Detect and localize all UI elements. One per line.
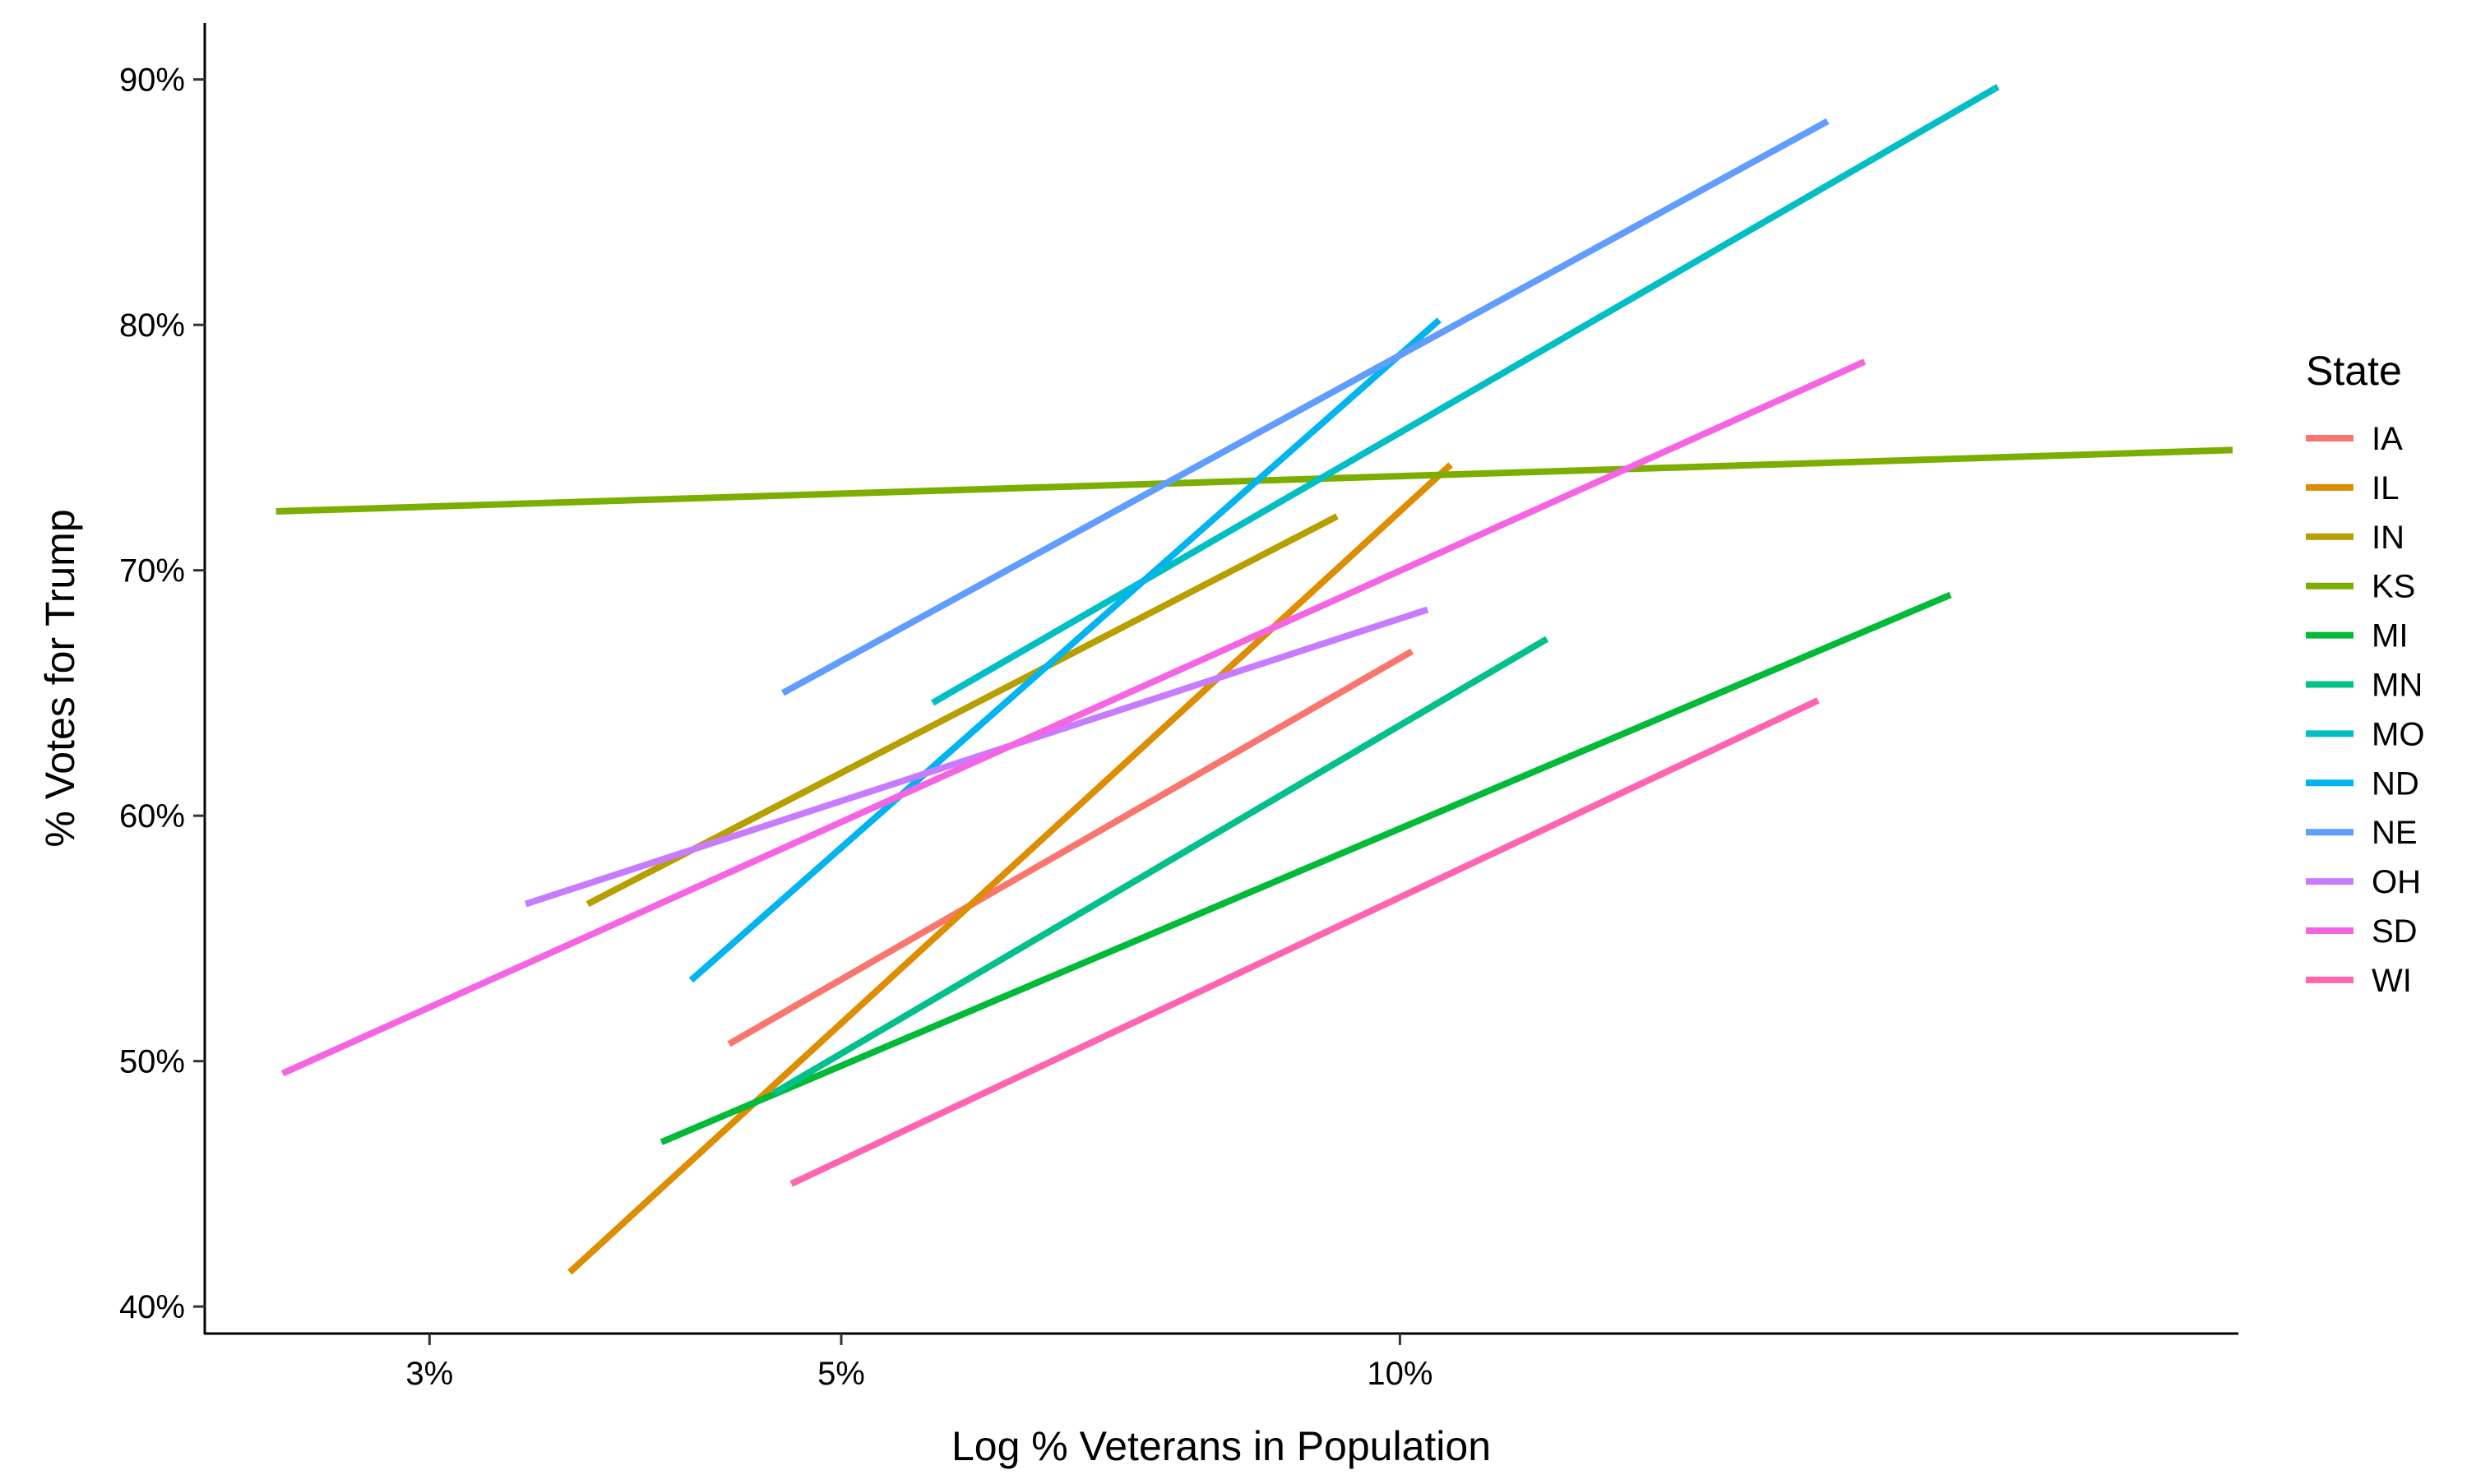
legend-label-oh: OH	[2372, 864, 2421, 900]
legend-label-in: IN	[2372, 520, 2405, 556]
series-line-mo	[931, 84, 2000, 706]
legend-label-ks: KS	[2372, 569, 2415, 605]
series-line-ia	[727, 648, 1414, 1047]
y-tick-label: 80%	[119, 307, 185, 344]
x-tick-label: 3%	[405, 1356, 453, 1392]
legend-label-il: IL	[2372, 470, 2399, 506]
legend-label-ne: NE	[2372, 815, 2418, 851]
series-line-il	[567, 462, 1453, 1275]
series-line-wi	[789, 697, 1820, 1187]
y-axis-ticks: 40% 50% 60% 70% 80% 90%	[119, 62, 205, 1325]
series-line-sd	[280, 358, 1867, 1077]
series-line-mn	[772, 636, 1549, 1096]
y-tick-label: 90%	[119, 62, 185, 99]
x-axis-title: Log % Veterans in Population	[951, 1423, 1491, 1469]
y-tick-label: 70%	[119, 553, 185, 589]
x-tick-label: 5%	[817, 1356, 865, 1392]
legend-title: State	[2306, 348, 2402, 394]
legend-label-mi: MI	[2372, 618, 2408, 654]
series-line-ne	[780, 118, 1830, 696]
y-tick-label: 50%	[119, 1044, 185, 1080]
x-tick-label: 10%	[1367, 1356, 1433, 1392]
legend-label-mo: MO	[2372, 716, 2424, 752]
y-axis-title: % Votes for Trump	[37, 509, 83, 847]
series-line-in	[586, 513, 1339, 908]
legend-items: IA IL IN KS MI MN MO ND NE OH SD WI	[2306, 421, 2424, 999]
legend-label-nd: ND	[2372, 765, 2419, 802]
legend-label-wi: WI	[2372, 963, 2412, 999]
series-line-mi	[660, 591, 1952, 1145]
legend-label-sd: SD	[2372, 913, 2418, 950]
series-layer	[275, 84, 2233, 1275]
series-line-oh	[524, 606, 1429, 908]
y-tick-label: 60%	[119, 798, 185, 834]
x-axis-ticks: 3% 5% 10%	[405, 1334, 1433, 1392]
legend-label-ia: IA	[2372, 421, 2403, 457]
legend-label-mn: MN	[2372, 668, 2423, 704]
y-tick-label: 40%	[119, 1289, 185, 1325]
legend: State IA IL IN KS MI MN MO ND NE OH SD WI	[2306, 348, 2424, 999]
series-line-nd	[688, 317, 1442, 983]
